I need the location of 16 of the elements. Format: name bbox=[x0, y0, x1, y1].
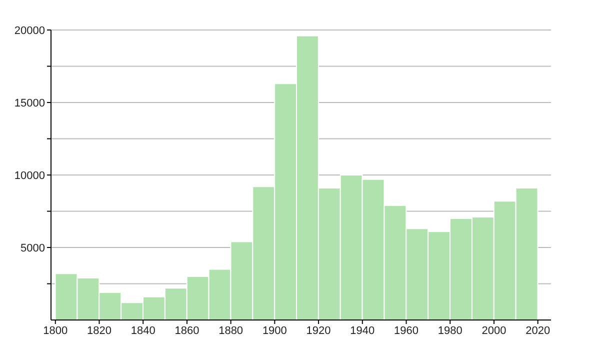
x-tick-label: 1880 bbox=[218, 324, 244, 337]
x-tick-label: 2000 bbox=[482, 324, 506, 337]
x-tick-label: 1900 bbox=[262, 324, 287, 337]
y-tick-label: 15000 bbox=[14, 97, 45, 110]
y-tick-label: 5000 bbox=[20, 242, 45, 254]
y-tick-label: 10000 bbox=[14, 170, 45, 182]
y-tick-label: 20000 bbox=[14, 24, 45, 37]
x-tick-label: 1820 bbox=[87, 324, 112, 337]
x-tick-label: 1940 bbox=[350, 324, 375, 337]
x-tick-label: 1840 bbox=[130, 324, 156, 337]
x-tick-label: 1980 bbox=[438, 324, 462, 337]
x-tick-label: 1800 bbox=[43, 324, 68, 337]
x-tick-label: 1860 bbox=[174, 324, 200, 337]
x-tick-label: 1960 bbox=[394, 324, 419, 337]
x-tick-label: 2020 bbox=[526, 324, 550, 337]
x-tick-label: 1920 bbox=[306, 324, 331, 337]
